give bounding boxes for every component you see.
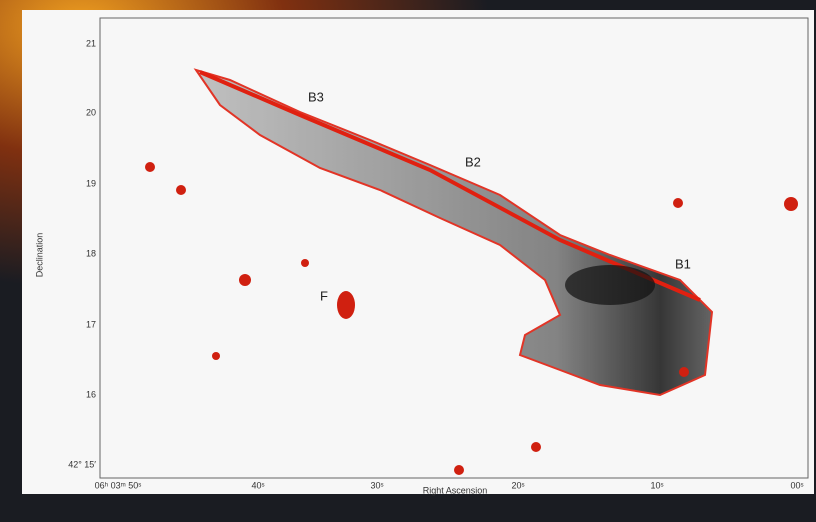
- y-tick-label: 16: [86, 389, 96, 399]
- x-tick-label: 06ʰ 03ᵐ 50ˢ: [95, 480, 142, 490]
- point-source: [454, 465, 464, 475]
- y-tick-label: 19: [86, 178, 96, 188]
- annotation: B1: [675, 256, 691, 271]
- x-tick-label: 40ˢ: [251, 480, 264, 490]
- source-f: [337, 291, 355, 319]
- b1-core: [565, 265, 655, 305]
- annotation: B3: [308, 89, 324, 104]
- y-tick-label: 21: [86, 38, 96, 48]
- x-tick-label: 00ˢ: [790, 480, 803, 490]
- x-axis-label: Right Ascension: [423, 485, 488, 495]
- x-tick-label: 10ˢ: [650, 480, 663, 490]
- annotation: F: [320, 288, 328, 303]
- point-source: [673, 198, 683, 208]
- y-axis-label: Declination: [34, 233, 44, 278]
- point-source: [176, 185, 186, 195]
- y-tick-label: 42° 15′: [68, 459, 96, 469]
- point-source: [679, 367, 689, 377]
- point-source: [239, 274, 251, 286]
- x-tick-label: 30ˢ: [370, 480, 383, 490]
- y-tick-label: 20: [86, 107, 96, 117]
- slide: 21 20 19 18 17 16 42° 15′ 06ʰ 03ᵐ 50ˢ 40…: [0, 0, 816, 522]
- point-source: [301, 259, 309, 267]
- y-tick-label: 18: [86, 248, 96, 258]
- point-source: [212, 352, 220, 360]
- x-tick-label: 20ˢ: [511, 480, 524, 490]
- y-tick-label: 17: [86, 319, 96, 329]
- point-source: [531, 442, 541, 452]
- point-source: [784, 197, 798, 211]
- annotation: B2: [465, 154, 481, 169]
- point-source: [145, 162, 155, 172]
- page: 21 20 19 18 17 16 42° 15′ 06ʰ 03ᵐ 50ˢ 40…: [0, 0, 816, 522]
- plot-panel: [22, 10, 814, 494]
